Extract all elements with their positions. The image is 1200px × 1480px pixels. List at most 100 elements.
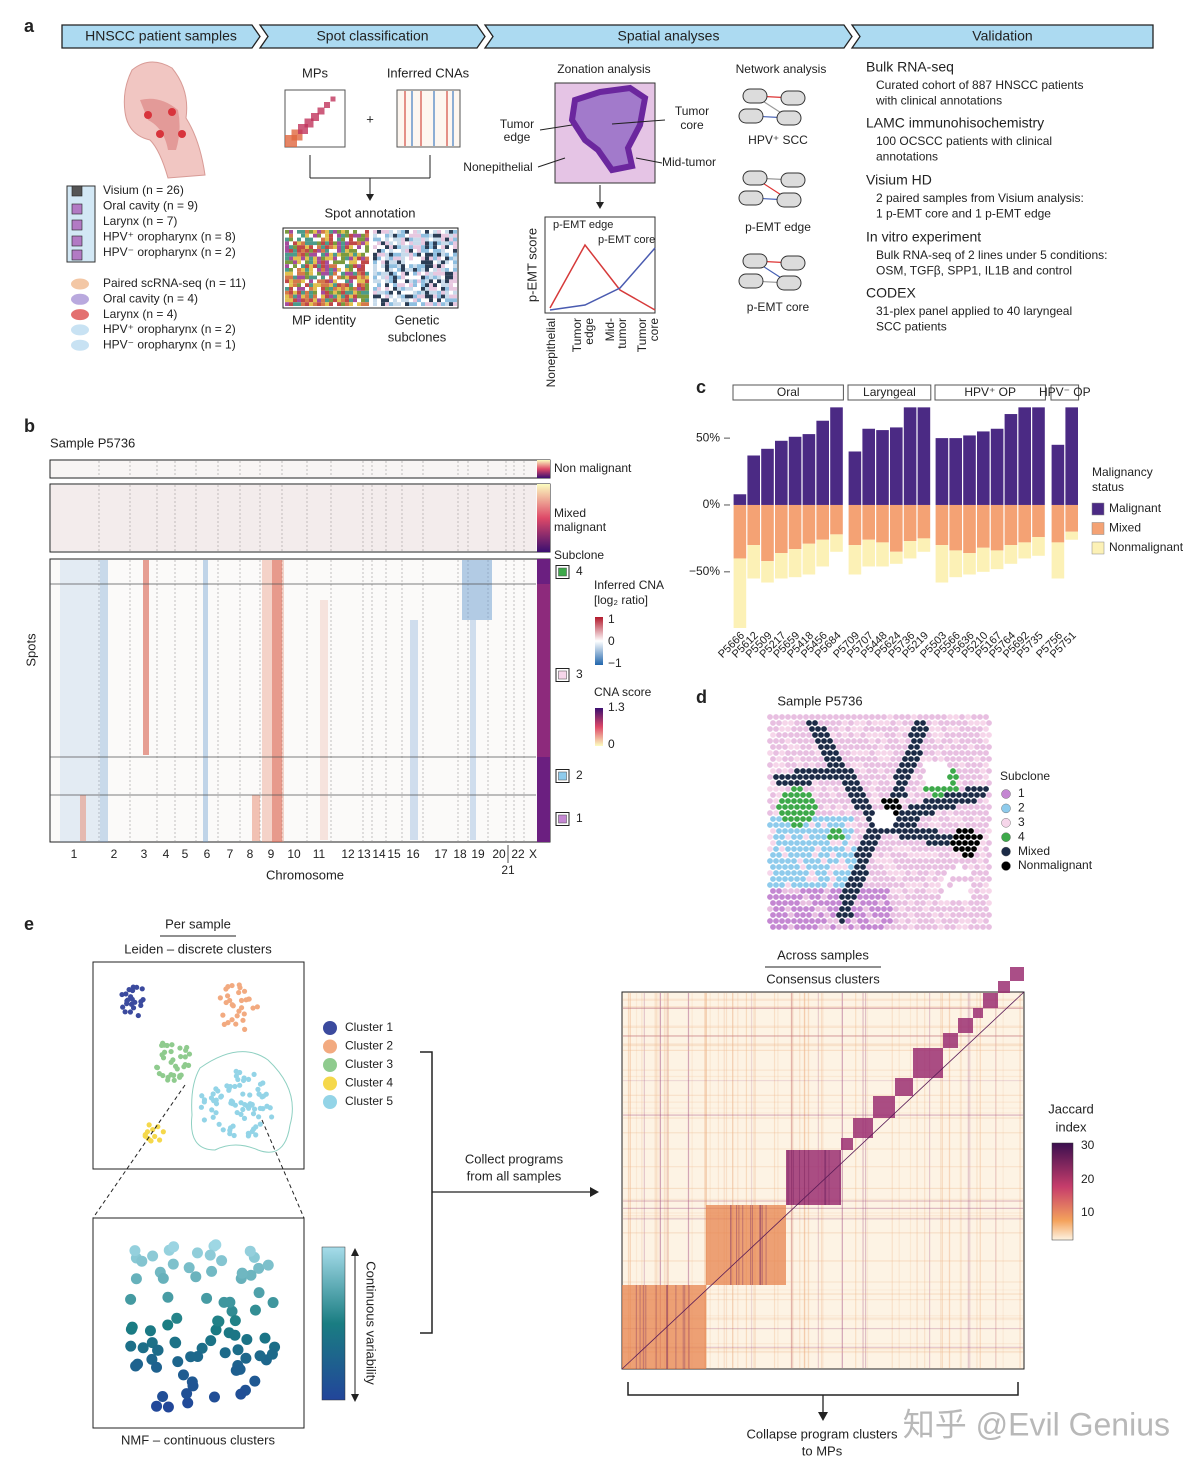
validation-text: annotations	[876, 150, 938, 164]
spot	[365, 287, 369, 291]
visium-spot	[926, 864, 932, 870]
visium-spot	[974, 720, 980, 726]
visium-spot	[917, 858, 923, 864]
visium-spot	[881, 762, 887, 768]
visium-spot	[812, 828, 818, 834]
spot	[333, 268, 337, 272]
cna-signal	[462, 560, 492, 620]
visium-spot	[878, 852, 884, 858]
spot	[345, 245, 349, 249]
visium-spot	[842, 732, 848, 738]
visium-spot	[827, 798, 833, 804]
colorbar-tick: 20	[1081, 1172, 1095, 1186]
visium-spot	[809, 894, 815, 900]
spot	[337, 283, 341, 287]
spot	[409, 249, 413, 253]
facet-strip	[847, 384, 932, 401]
cluster-point	[186, 1051, 193, 1057]
spot	[365, 245, 369, 249]
network-label: HPV⁺ SCC	[748, 133, 808, 147]
bar-segment	[830, 407, 843, 505]
visium-spot	[971, 738, 977, 744]
visium-spot	[785, 846, 791, 852]
y-tick-label: 0%	[703, 497, 721, 511]
visium-spot	[863, 774, 869, 780]
visium-spot	[800, 756, 806, 762]
bar-segment	[903, 504, 917, 542]
spot	[433, 294, 437, 299]
visium-spot	[818, 864, 824, 870]
visium-spot	[809, 882, 815, 888]
visium-spot	[869, 822, 875, 828]
visium-spot	[899, 870, 905, 876]
spot	[357, 249, 361, 253]
visium-spot	[830, 720, 836, 726]
panel-label: c	[696, 377, 706, 397]
cluster-point	[159, 1052, 165, 1058]
visium-spot	[896, 840, 902, 846]
visium-spot	[860, 852, 866, 858]
visium-spot	[767, 750, 773, 756]
tumor-region	[568, 84, 649, 174]
visium-spot	[863, 714, 869, 720]
visium-spot	[917, 846, 923, 852]
visium-spot	[938, 804, 944, 810]
spot	[433, 241, 437, 246]
visium-spot	[899, 750, 905, 756]
spot	[417, 245, 421, 249]
cluster-point	[150, 1127, 156, 1133]
visium-spot	[785, 822, 791, 828]
spot	[449, 230, 453, 234]
visium-spot	[806, 780, 812, 786]
spot	[305, 230, 309, 234]
step-banner	[483, 24, 853, 49]
cluster-point	[201, 1117, 207, 1123]
visium-spot	[779, 834, 785, 840]
spot	[429, 233, 433, 238]
heatmap-stripe	[732, 993, 734, 1368]
heatmap-stripe	[623, 999, 1023, 1001]
spot	[377, 268, 381, 272]
visium-spot	[818, 852, 824, 858]
visium-spot	[881, 894, 887, 900]
heatmap-stripe	[898, 993, 900, 1368]
curve-label: p-EMT edge	[553, 219, 613, 231]
visium-spot	[776, 852, 782, 858]
y-tick-label: −50%	[689, 564, 720, 578]
visium-spot	[944, 792, 950, 798]
cluster-point	[227, 1125, 234, 1131]
visium-spot	[917, 882, 923, 888]
visium-spot	[854, 924, 860, 930]
visium-spot	[974, 732, 980, 738]
visium-spot	[935, 858, 941, 864]
spot	[417, 298, 421, 303]
visium-spot	[875, 750, 881, 756]
spot	[353, 268, 357, 272]
visium-spot	[851, 714, 857, 720]
visium-spot	[965, 786, 971, 792]
visium-spot	[971, 882, 977, 888]
cluster-point	[260, 1080, 266, 1086]
bar-segment	[935, 438, 949, 505]
visium-spot	[938, 888, 944, 894]
cluster-point	[231, 1132, 237, 1139]
spot	[345, 237, 349, 242]
visium-spot	[806, 900, 812, 906]
visium-spot	[815, 834, 821, 840]
spot	[433, 264, 437, 268]
visium-spot	[977, 846, 983, 852]
spot	[321, 271, 325, 276]
spot	[297, 256, 301, 261]
visium-spot	[785, 714, 791, 720]
visium-spot	[932, 876, 938, 882]
nmf-point	[208, 1391, 220, 1403]
spot	[413, 252, 417, 257]
spot	[445, 264, 449, 268]
visium-spot	[890, 720, 896, 726]
visium-spot	[782, 804, 788, 810]
visium-spot	[920, 804, 926, 810]
visium-spot	[923, 822, 929, 828]
spot	[405, 237, 409, 242]
visium-spot	[767, 870, 773, 876]
visium-spot	[770, 816, 776, 822]
